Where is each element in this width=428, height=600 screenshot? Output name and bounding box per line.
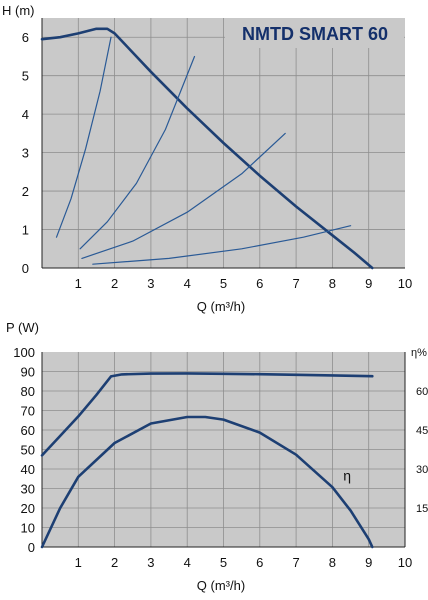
system-curve-3	[81, 132, 286, 259]
y-tick-label: 3	[22, 146, 29, 161]
y-tick-label: 70	[21, 404, 35, 419]
y-tick-label: 6	[22, 30, 29, 45]
x-tick-label: 6	[256, 555, 263, 570]
head-flow-chart: 1 2 3 4 5 6 7 8 9 10 0 1 2 3 4 5 6 H (m) Q (m³/h) NMTD SMAR…	[2, 3, 412, 314]
x-tick-label: 4	[184, 555, 191, 570]
y-tick-label: 0	[22, 261, 29, 276]
x-tick-label: 7	[292, 555, 299, 570]
chart-title: NMTD SMART 60	[242, 24, 388, 44]
y-tick-label: 30	[21, 482, 35, 497]
y-axis-title: P (W)	[6, 320, 39, 335]
x-tick-label: 8	[329, 276, 336, 291]
x-tick-label: 10	[398, 276, 412, 291]
x-axis-title: Q (m³/h)	[197, 299, 245, 314]
y-tick-label: 4	[22, 107, 29, 122]
y-tick-label: 1	[22, 223, 29, 238]
x-tick-label: 9	[365, 555, 372, 570]
y-tick-label: 90	[21, 365, 35, 380]
x-tick-label: 5	[220, 276, 227, 291]
y-tick-label: 10	[21, 521, 35, 536]
x-axis-title: Q (m³/h)	[197, 578, 245, 593]
title-box	[225, 18, 404, 48]
x-tick-label: 8	[329, 555, 336, 570]
x-tick-label: 7	[292, 276, 299, 291]
y-tick-label: 0	[28, 540, 35, 555]
y2-tick-label: 45	[416, 425, 428, 437]
y-tick-label: 50	[21, 443, 35, 458]
x-tick-label: 9	[365, 276, 372, 291]
x-tick-label: 3	[147, 555, 154, 570]
x-tick-label: 1	[75, 276, 82, 291]
x-tick-label: 2	[111, 555, 118, 570]
x-tick-label: 6	[256, 276, 263, 291]
y2-tick-label: 15	[416, 503, 428, 515]
system-curve-4	[92, 225, 352, 265]
efficiency-curve-label: η	[343, 468, 351, 484]
y-axis-title: H (m)	[2, 3, 35, 18]
x-tick-label: 1	[75, 555, 82, 570]
efficiency-curve	[40, 415, 374, 549]
power-efficiency-chart: 1 2 3 4 5 6 7 8 9 1001020304050607080901001530456…	[6, 320, 428, 593]
x-tick-label: 10	[398, 555, 412, 570]
max-head-curve	[40, 27, 374, 270]
y-tick-label: 2	[22, 184, 29, 199]
y-tick-label: 40	[21, 462, 35, 477]
x-tick-label: 2	[111, 276, 118, 291]
y-tick-label: 80	[21, 384, 35, 399]
system-curve-1	[55, 36, 112, 238]
y2-tick-label: 60	[416, 386, 428, 398]
y-tick-label: 60	[21, 423, 35, 438]
x-tick-label: 3	[147, 276, 154, 291]
y-tick-label: 20	[21, 501, 35, 516]
x-tick-label: 5	[220, 555, 227, 570]
power-curve	[40, 372, 374, 457]
x-tick-label: 4	[184, 276, 191, 291]
y-tick-label: 5	[22, 69, 29, 84]
y2-tick-label: 30	[416, 464, 428, 476]
system-curve-2	[79, 55, 196, 250]
y2-axis-title: η%	[411, 347, 427, 359]
y-tick-label: 100	[13, 345, 35, 360]
